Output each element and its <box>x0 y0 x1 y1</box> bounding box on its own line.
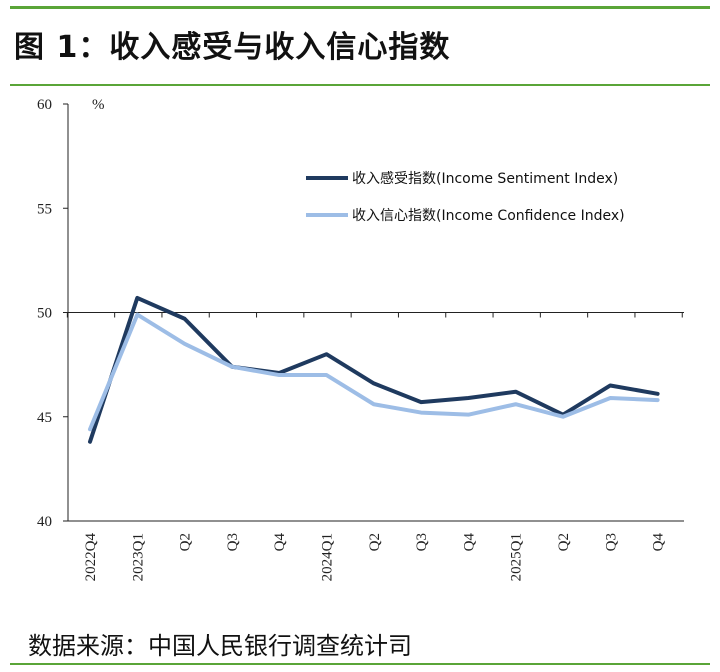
x-axis-ticks: 2022Q4 2023Q1 Q2 Q3 Q4 2024Q1 Q2 Q3 Q4 2025Q1 Q2 Q3… <box>66 312 683 582</box>
x-tick-label: Q4 <box>272 533 288 552</box>
y-tick-label: 45 <box>37 410 52 426</box>
x-tick-label: Q3 <box>603 533 619 551</box>
y-tick-label: 60 <box>37 97 52 113</box>
y-tick-label: 40 <box>37 514 52 530</box>
legend: 收入感受指数(Income Sentiment Index) 收入信心指数(Inc… <box>306 170 625 224</box>
x-tick-label: Q4 <box>461 533 477 552</box>
x-tick-label: Q2 <box>367 533 383 551</box>
bottom-rule <box>10 663 710 665</box>
x-tick-label: Q3 <box>225 533 241 551</box>
x-tick-label: Q3 <box>414 533 430 551</box>
x-tick-label: 2022Q4 <box>83 533 99 582</box>
legend-label-2: 收入信心指数(Income Confidence Index) <box>352 208 625 224</box>
y-tick-label: 55 <box>37 201 52 217</box>
top-rule <box>10 6 710 9</box>
x-tick-label: 2023Q1 <box>130 533 146 581</box>
title-rule <box>10 84 710 86</box>
x-tick-label: Q2 <box>556 533 572 551</box>
y-axis-ticks: 40 45 50 55 60 <box>37 97 68 530</box>
x-tick-label: 2024Q1 <box>320 533 336 581</box>
legend-label-1: 收入感受指数(Income Sentiment Index) <box>352 170 618 187</box>
y-unit-label: % <box>92 97 105 113</box>
series-lines <box>88 295 660 444</box>
x-tick-label: Q4 <box>651 533 667 552</box>
chart-axes <box>67 104 684 522</box>
line-chart: 40 45 50 55 60 2022Q4 2023Q1 Q2 Q3 Q4 2024Q1 Q2 Q3 Q… <box>37 97 684 582</box>
y-tick-label: 50 <box>37 306 52 322</box>
page-title: 图 1：收入感受与收入信心指数 <box>14 30 451 65</box>
data-source: 数据来源：中国人民银行调查统计司 <box>28 632 412 660</box>
x-tick-label: Q2 <box>178 533 194 551</box>
series-line-2 <box>88 312 660 432</box>
x-tick-label: 2025Q1 <box>509 533 525 581</box>
series-line-1 <box>88 295 660 444</box>
